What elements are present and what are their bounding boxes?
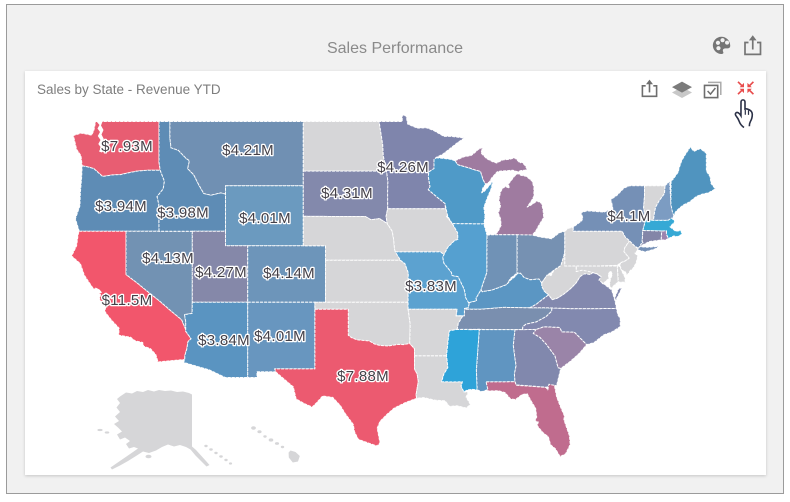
svg-text:$4.01M: $4.01M (254, 328, 306, 345)
svg-text:$7.88M: $7.88M (337, 368, 389, 385)
svg-text:$7.93M: $7.93M (101, 138, 153, 155)
svg-text:$3.98M: $3.98M (157, 205, 209, 222)
svg-text:$3.83M: $3.83M (405, 278, 457, 295)
svg-text:$4.27M: $4.27M (195, 264, 247, 281)
svg-text:$4.13M: $4.13M (142, 250, 194, 267)
svg-text:$4.01M: $4.01M (239, 210, 291, 227)
svg-text:$4.1M: $4.1M (607, 208, 650, 225)
svg-text:$4.31M: $4.31M (321, 185, 373, 202)
svg-text:$4.21M: $4.21M (222, 142, 274, 159)
svg-text:$4.26M: $4.26M (377, 159, 429, 176)
svg-text:$11.5M: $11.5M (102, 292, 153, 309)
svg-text:$3.84M: $3.84M (198, 332, 250, 349)
svg-text:$4.14M: $4.14M (263, 265, 315, 282)
svg-text:$3.94M: $3.94M (95, 198, 147, 215)
